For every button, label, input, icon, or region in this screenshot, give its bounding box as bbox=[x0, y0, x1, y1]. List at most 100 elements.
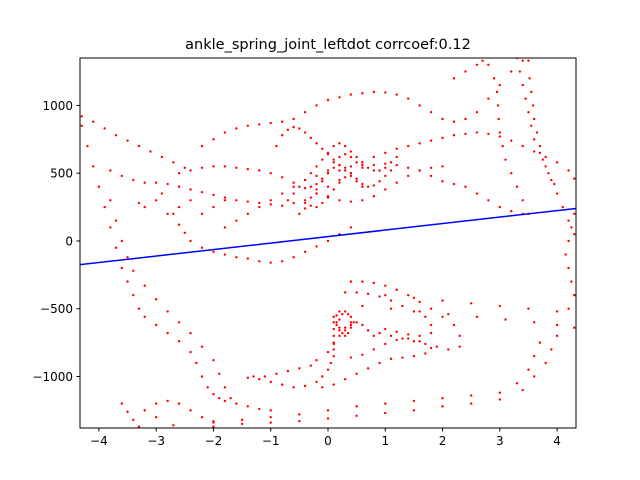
data-point bbox=[538, 341, 542, 344]
data-point bbox=[315, 192, 318, 195]
data-point bbox=[361, 92, 364, 95]
data-point bbox=[464, 70, 467, 73]
data-point bbox=[418, 300, 421, 304]
data-point bbox=[355, 155, 358, 159]
data-point bbox=[412, 310, 416, 313]
data-point bbox=[303, 131, 307, 134]
data-point bbox=[172, 161, 175, 164]
data-point bbox=[332, 166, 335, 169]
data-point bbox=[441, 396, 444, 400]
data-point bbox=[341, 331, 344, 335]
data-point bbox=[555, 161, 559, 164]
data-point bbox=[458, 334, 461, 338]
data-point bbox=[532, 375, 536, 378]
data-point bbox=[349, 200, 353, 203]
data-point bbox=[280, 260, 284, 263]
data-point bbox=[349, 155, 353, 159]
data-point bbox=[160, 155, 164, 159]
data-point bbox=[349, 315, 353, 319]
data-point bbox=[303, 111, 307, 114]
data-point bbox=[541, 158, 544, 161]
data-point bbox=[332, 348, 335, 351]
data-point bbox=[441, 117, 444, 121]
data-point bbox=[573, 232, 576, 236]
data-point bbox=[401, 304, 404, 308]
data-point bbox=[412, 399, 416, 403]
data-point bbox=[452, 120, 456, 123]
data-point bbox=[498, 135, 502, 138]
data-point bbox=[137, 307, 141, 310]
data-point bbox=[269, 380, 272, 384]
data-point bbox=[487, 63, 490, 66]
data-point bbox=[538, 151, 542, 155]
data-point bbox=[280, 204, 284, 207]
data-point bbox=[464, 117, 467, 121]
data-point bbox=[447, 348, 450, 351]
data-point bbox=[452, 134, 456, 137]
data-point bbox=[335, 321, 338, 324]
data-point bbox=[550, 348, 553, 351]
data-point bbox=[395, 93, 398, 96]
data-point bbox=[424, 315, 427, 319]
data-point bbox=[114, 134, 118, 137]
data-point bbox=[429, 111, 433, 114]
data-point bbox=[361, 199, 364, 202]
data-point bbox=[378, 361, 381, 365]
data-point bbox=[223, 165, 227, 168]
data-point bbox=[469, 302, 473, 305]
data-point bbox=[303, 201, 307, 205]
data-point bbox=[567, 307, 570, 310]
data-point bbox=[166, 212, 169, 216]
data-point bbox=[149, 150, 152, 153]
data-point bbox=[561, 205, 565, 209]
data-point bbox=[544, 361, 547, 365]
data-point bbox=[550, 178, 553, 182]
x-tick-label: −1 bbox=[262, 434, 280, 448]
data-point bbox=[384, 174, 387, 178]
data-point bbox=[510, 209, 513, 213]
data-point bbox=[406, 293, 410, 297]
data-point bbox=[332, 321, 335, 324]
data-point bbox=[280, 176, 284, 179]
data-point bbox=[567, 169, 570, 172]
data-point bbox=[200, 246, 204, 249]
data-point bbox=[361, 185, 364, 188]
data-point bbox=[321, 177, 324, 180]
data-point bbox=[349, 226, 353, 229]
data-point bbox=[315, 104, 318, 107]
data-point bbox=[280, 383, 284, 386]
data-point bbox=[143, 205, 146, 209]
data-point bbox=[154, 402, 158, 405]
data-point bbox=[143, 409, 146, 412]
data-point bbox=[384, 293, 387, 297]
data-point bbox=[269, 203, 272, 206]
data-point bbox=[212, 359, 215, 362]
data-point bbox=[229, 396, 232, 400]
data-point bbox=[346, 312, 350, 316]
data-point bbox=[298, 367, 301, 370]
data-point bbox=[177, 223, 181, 226]
x-tick-label: −3 bbox=[147, 434, 165, 448]
data-point bbox=[269, 199, 272, 202]
data-point bbox=[372, 348, 376, 351]
data-point bbox=[495, 90, 499, 94]
data-point bbox=[332, 315, 335, 319]
data-point bbox=[447, 312, 450, 316]
data-point bbox=[498, 131, 502, 134]
data-point bbox=[103, 127, 106, 130]
data-point bbox=[378, 331, 381, 335]
data-point bbox=[338, 169, 341, 172]
data-point bbox=[309, 172, 313, 175]
data-point bbox=[343, 166, 347, 169]
data-point bbox=[258, 205, 261, 209]
data-point bbox=[309, 364, 313, 367]
data-point bbox=[91, 165, 95, 168]
data-point bbox=[355, 414, 358, 417]
data-point bbox=[349, 356, 353, 359]
data-point bbox=[195, 361, 198, 365]
fit-line bbox=[80, 207, 576, 266]
data-point bbox=[326, 417, 330, 420]
data-point bbox=[573, 177, 576, 180]
data-point bbox=[154, 415, 158, 419]
data-point bbox=[212, 165, 215, 168]
